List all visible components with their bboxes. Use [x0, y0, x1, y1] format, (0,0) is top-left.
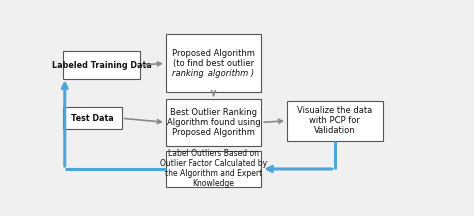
Text: Test Data: Test Data	[71, 114, 114, 123]
FancyBboxPatch shape	[166, 99, 261, 146]
Text: with PCP for: with PCP for	[310, 116, 360, 125]
Text: Knowledge: Knowledge	[192, 179, 235, 188]
Text: Label Outliers Based on: Label Outliers Based on	[168, 149, 259, 159]
Text: (to find best outlier: (to find best outlier	[173, 59, 254, 68]
Text: Validation: Validation	[314, 126, 356, 135]
Text: the Algorithm and Expert: the Algorithm and Expert	[165, 169, 262, 178]
FancyBboxPatch shape	[63, 107, 122, 129]
Text: Proposed Algorithm: Proposed Algorithm	[172, 49, 255, 58]
FancyBboxPatch shape	[166, 151, 261, 187]
Text: Proposed Algorithm: Proposed Algorithm	[172, 128, 255, 137]
Text: Algorithm found using: Algorithm found using	[167, 118, 260, 127]
FancyBboxPatch shape	[63, 51, 140, 79]
Text: Best Outlier Ranking: Best Outlier Ranking	[170, 108, 257, 117]
FancyBboxPatch shape	[166, 34, 261, 92]
FancyBboxPatch shape	[287, 101, 383, 141]
Text: Visualize the data: Visualize the data	[297, 106, 373, 115]
Text: Labeled Training Data: Labeled Training Data	[52, 60, 151, 70]
Text: Outlier Factor Calculated by: Outlier Factor Calculated by	[160, 159, 267, 168]
Text: ranking  algorithm ): ranking algorithm )	[173, 69, 255, 78]
